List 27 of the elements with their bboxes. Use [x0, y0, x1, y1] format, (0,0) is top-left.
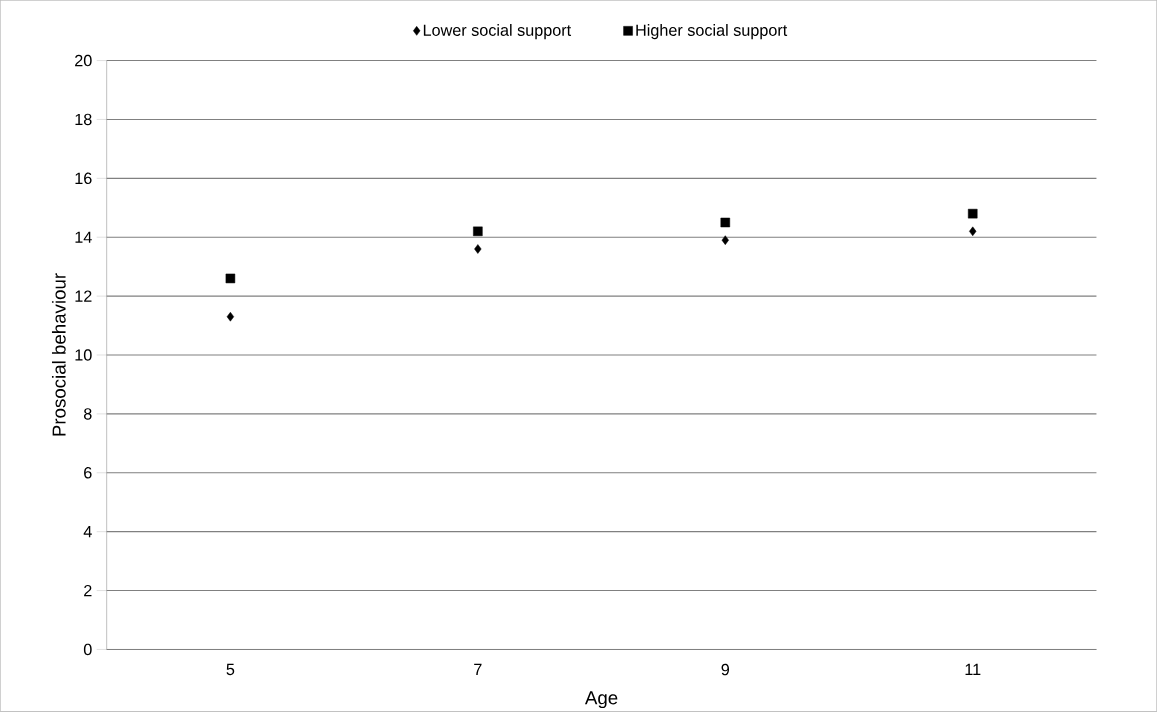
point: [969, 226, 977, 236]
point: [967, 208, 978, 219]
y-tick-label: 12: [75, 290, 92, 302]
x-tick-label: 5: [226, 663, 235, 676]
point: [226, 311, 235, 322]
x-tick-label: 11: [965, 663, 981, 675]
point: [474, 244, 482, 254]
y-tick-label: 2: [84, 584, 92, 597]
x-axis-title: Age: [584, 691, 618, 708]
y-tick-label: 6: [84, 466, 92, 479]
y-tick-label: 0: [83, 643, 92, 656]
point: [473, 226, 483, 236]
y-tick-label: 20: [75, 54, 92, 67]
point: [721, 235, 729, 245]
point: [225, 273, 236, 284]
y-tick-label: 8: [83, 408, 92, 420]
y-tick-label: 16: [75, 172, 92, 184]
y-tick-label: 10: [75, 349, 92, 361]
legend-label: Higher social support: [636, 23, 788, 40]
y-tick-label: 14: [75, 231, 92, 243]
y-tick-label: 18: [75, 113, 92, 126]
legend-label: Lower social support: [423, 23, 572, 40]
x-tick-label: 9: [721, 663, 730, 676]
x-tick-label: 7: [474, 663, 482, 675]
point: [720, 217, 731, 228]
y-tick-label: 4: [83, 525, 92, 538]
y-axis-title: Prosocial behaviour: [51, 273, 66, 436]
